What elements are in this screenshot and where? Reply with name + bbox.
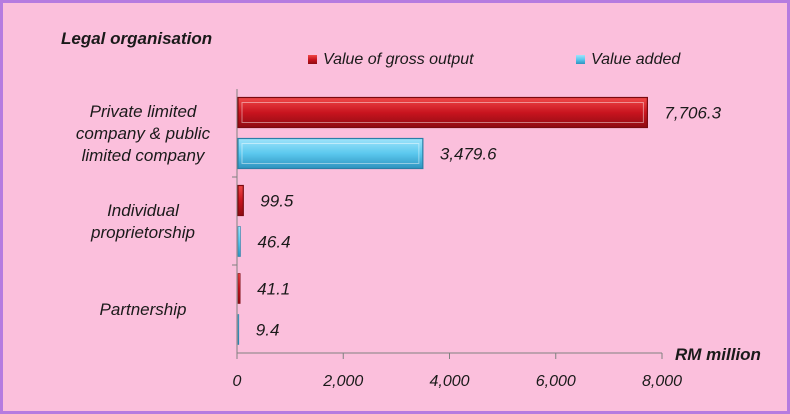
data-label-gross-output: 99.5 xyxy=(260,192,294,211)
bar-chart: Legal organisation Value of gross output… xyxy=(61,29,761,390)
data-label-gross-output: 7,706.3 xyxy=(664,104,721,123)
data-label-value-added: 3,479.6 xyxy=(440,145,497,164)
data-label-value-added: 46.4 xyxy=(257,233,290,252)
plot-area: 0 2,000 4,000 6,000 8,000 Private limited comp… xyxy=(76,89,722,390)
category-label: company & public xyxy=(76,124,211,143)
bar-gross-output xyxy=(237,273,241,304)
x-axis-title: RM million xyxy=(675,345,761,364)
legend-label-value-added: Value added xyxy=(591,51,681,68)
category-label: limited company xyxy=(82,146,206,165)
chart-title: Legal organisation xyxy=(61,29,212,48)
bar-bevel-value-added xyxy=(241,143,420,164)
bar-value-added xyxy=(237,226,241,257)
category-label: Partnership xyxy=(100,300,187,319)
x-tick-label: 6,000 xyxy=(536,373,576,390)
category-label: Private limited xyxy=(90,102,197,121)
legend-swatch-gross-output xyxy=(308,55,317,64)
legend-swatch-value-added xyxy=(576,55,585,64)
data-label-gross-output: 41.1 xyxy=(257,280,290,299)
legend: Value of gross output Value added xyxy=(308,51,681,68)
bar-value-added xyxy=(237,137,424,170)
bar-gross-output xyxy=(237,96,648,129)
legend-label-gross-output: Value of gross output xyxy=(323,51,474,68)
bar-value-added xyxy=(237,314,240,345)
x-tick-label: 4,000 xyxy=(429,373,469,390)
data-label-value-added: 9.4 xyxy=(256,321,280,340)
x-tick-label: 0 xyxy=(233,373,242,390)
bar-bevel-gross-output xyxy=(241,102,644,123)
x-tick-label: 2,000 xyxy=(322,373,363,390)
bar-gross-output xyxy=(237,184,244,217)
category-label: proprietorship xyxy=(90,223,195,242)
category-label: Individual xyxy=(107,201,180,220)
x-tick-label: 8,000 xyxy=(642,373,682,390)
